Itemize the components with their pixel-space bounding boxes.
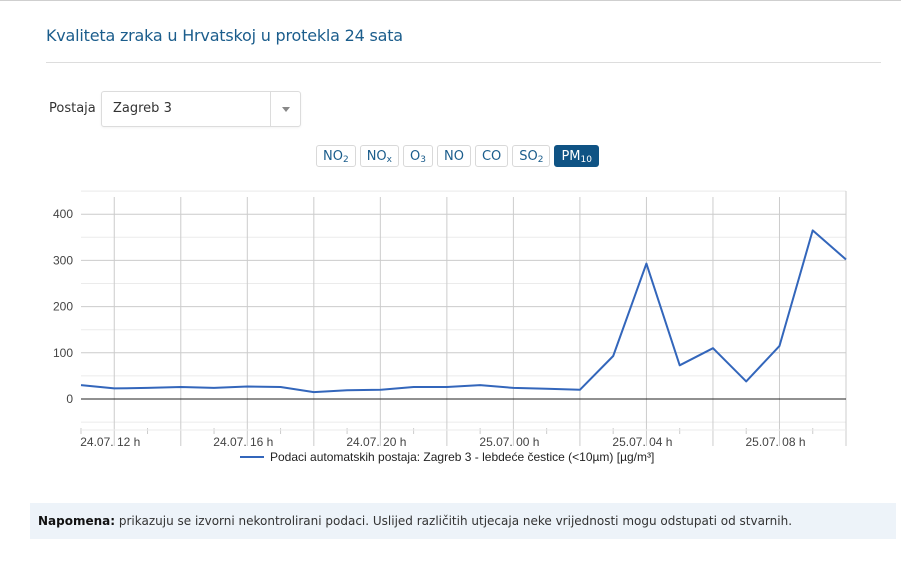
pollutant-button-o3[interactable]: O3 — [403, 145, 433, 167]
note-body: prikazuju se izvorni nekontrolirani poda… — [115, 514, 793, 528]
page-title: Kvaliteta zraka u Hrvatskoj u protekla 2… — [46, 26, 403, 45]
pollutant-subscript: 2 — [537, 155, 544, 165]
legend-line-icon — [240, 456, 264, 458]
y-tick-label: 400 — [53, 207, 73, 221]
pollutant-label: NO — [323, 149, 343, 164]
pollutant-buttons: NO2 NOx O3 NO CO SO2 PM10 — [316, 145, 599, 167]
pollutant-button-pm10[interactable]: PM10 — [554, 145, 599, 167]
x-tick-label: 24.07. 20 h — [346, 435, 406, 449]
pollutant-label: NO — [366, 149, 387, 164]
pollutant-button-co[interactable]: CO — [474, 145, 509, 167]
pollutant-subscript: 2 — [342, 155, 349, 165]
legend-label: Podaci automatskih postaja: Zagreb 3 - l… — [270, 450, 655, 464]
chart-legend[interactable]: Podaci automatskih postaja: Zagreb 3 - l… — [240, 450, 654, 464]
pollutant-button-nox[interactable]: NOx — [359, 145, 399, 167]
chevron-down-icon[interactable] — [282, 107, 290, 112]
pollutant-subscript: 3 — [420, 155, 426, 165]
series-line-pm10[interactable] — [80, 229, 847, 394]
y-tick-label: 100 — [53, 346, 73, 360]
pollutant-label: SO — [519, 149, 538, 164]
pollutant-label: CO — [481, 149, 502, 164]
station-select[interactable]: Zagreb 3 — [101, 91, 301, 127]
pollutant-label: O — [410, 149, 421, 164]
pollutant-button-no2[interactable]: NO2 — [316, 145, 356, 167]
note-box: Napomena: prikazuju se izvorni nekontrol… — [30, 503, 896, 539]
y-tick-label: 200 — [53, 300, 73, 314]
note-label: Napomena: — [38, 514, 116, 528]
y-tick-label: 0 — [66, 392, 73, 406]
pollutant-button-no[interactable]: NO — [436, 145, 471, 167]
title-divider — [46, 62, 881, 63]
pollutant-subscript: 10 — [580, 155, 592, 165]
pollutant-label: NO — [443, 149, 464, 164]
y-tick-label: 300 — [53, 253, 73, 267]
pollutant-subscript: x — [386, 155, 392, 165]
select-divider — [270, 92, 271, 126]
x-tick-label: 24.07. 16 h — [213, 435, 273, 449]
x-tick-label: 24.07. 12 h — [80, 435, 140, 449]
pollutant-label: PM — [561, 149, 581, 164]
x-tick-label: 25.07. 04 h — [612, 435, 672, 449]
x-tick-label: 25.07. 00 h — [479, 435, 539, 449]
pollutant-button-so2[interactable]: SO2 — [512, 145, 551, 167]
note-text: Napomena: prikazuju se izvorni nekontrol… — [38, 514, 792, 528]
station-label: Postaja — [49, 101, 96, 116]
top-border — [0, 0, 901, 1]
x-tick-label: 25.07. 08 h — [745, 435, 805, 449]
pm10-line-chart: 0 100 200 300 400 24.07. 12 h 24.07. 16 h 24.07… — [53, 190, 847, 449]
station-select-value: Zagreb 3 — [113, 101, 172, 116]
